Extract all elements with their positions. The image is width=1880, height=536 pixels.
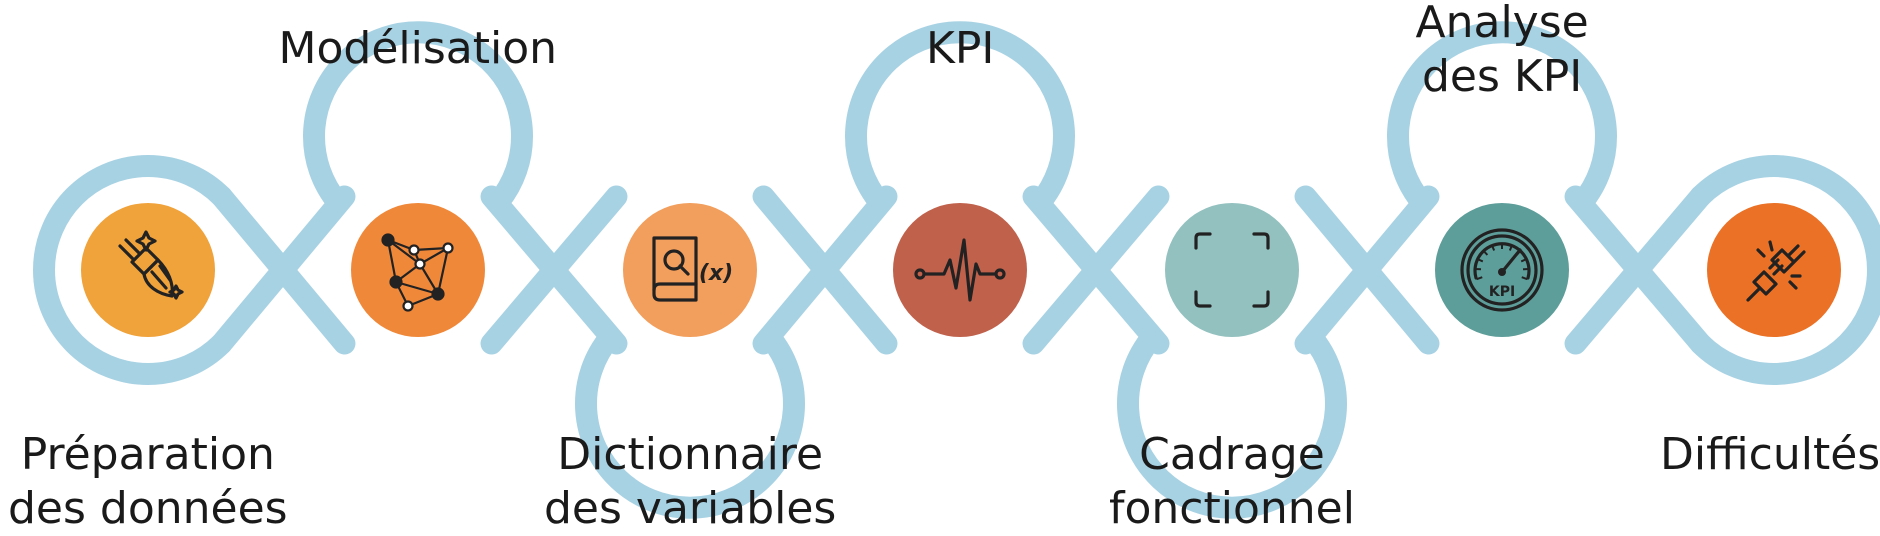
step-label-line: Analyse [1416, 0, 1589, 50]
step-label-line: des variables [544, 482, 836, 536]
step-label-line: Dictionnaire [544, 428, 836, 482]
step-label-line: Modélisation [279, 22, 558, 76]
step-node-s2 [351, 203, 485, 337]
step-label-line: KPI [926, 22, 994, 76]
step-label-s2: Modélisation [279, 22, 558, 76]
step-node-s6: KPI [1435, 203, 1569, 337]
step-circle [1165, 203, 1299, 337]
step-label-line: Difficultés [1660, 428, 1880, 482]
step-label-line: Préparation [8, 428, 288, 482]
step-label-s4: KPI [926, 22, 994, 76]
step-node-s1 [81, 203, 215, 337]
step-label-line: Cadrage [1109, 428, 1355, 482]
step-node-s3: (x) [623, 203, 757, 337]
gauge-caption-text: KPI [1489, 284, 1515, 300]
step-node-s4 [893, 203, 1027, 337]
step-label-s7: Difficultés [1660, 428, 1880, 482]
variable-glyph-text: (x) [699, 261, 733, 286]
step-label-line: des données [8, 482, 288, 536]
step-circle [623, 203, 757, 337]
step-node-s5 [1165, 203, 1299, 337]
step-label-line: des KPI [1416, 50, 1589, 104]
step-node-s7 [1707, 203, 1841, 337]
step-circle [1707, 203, 1841, 337]
step-circle [351, 203, 485, 337]
step-label-line: fonctionnel [1109, 482, 1355, 536]
